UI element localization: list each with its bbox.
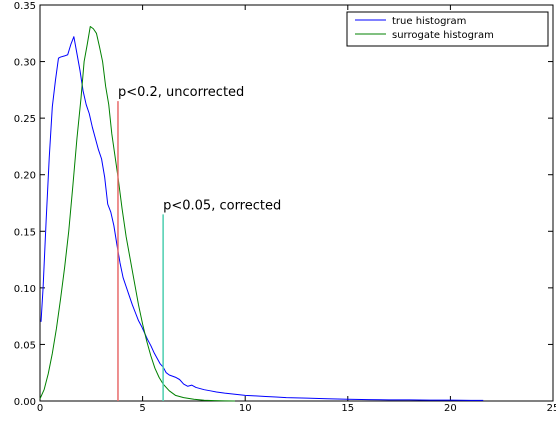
y-tick-label: 0.15 bbox=[14, 227, 36, 238]
x-tick-label: 5 bbox=[139, 403, 145, 414]
plot-area bbox=[39, 4, 554, 402]
legend-box bbox=[346, 11, 549, 47]
legend-label-true-histogram: true histogram bbox=[392, 16, 466, 27]
y-tick-label: 0.05 bbox=[14, 340, 36, 351]
y-tick-label: 0.35 bbox=[14, 1, 36, 12]
y-tick-label: 0.10 bbox=[14, 284, 36, 295]
y-tick-label: 0.25 bbox=[14, 114, 36, 125]
threshold-label-corrected: p<0.05, corrected bbox=[163, 198, 281, 213]
y-tick-label: 0.30 bbox=[14, 58, 36, 69]
legend: true histogram surrogate histogram bbox=[346, 11, 549, 47]
data-series bbox=[39, 26, 484, 402]
y-tick-label: 0.20 bbox=[14, 171, 36, 182]
x-tick-label: 20 bbox=[444, 403, 457, 414]
series-line-true-histogram bbox=[40, 36, 484, 401]
threshold-label-uncorrected: p<0.2, uncorrected bbox=[118, 85, 244, 100]
series-line-surrogate-histogram bbox=[39, 26, 235, 402]
legend-label-surrogate-histogram: surrogate histogram bbox=[392, 30, 494, 41]
x-tick-label: 10 bbox=[239, 403, 252, 414]
axis-ticks: 0 5 10 15 20 25 0.00 0.05 0.10 0.15 0.20 0.25 0.30 0.… bbox=[14, 1, 556, 414]
y-tick-label: 0.00 bbox=[14, 397, 36, 408]
x-tick-label: 0 bbox=[37, 403, 43, 414]
threshold-markers: p<0.2, uncorrected p<0.05, corrected bbox=[117, 85, 281, 401]
x-tick-label: 15 bbox=[341, 403, 354, 414]
x-tick-label: 25 bbox=[547, 403, 556, 414]
